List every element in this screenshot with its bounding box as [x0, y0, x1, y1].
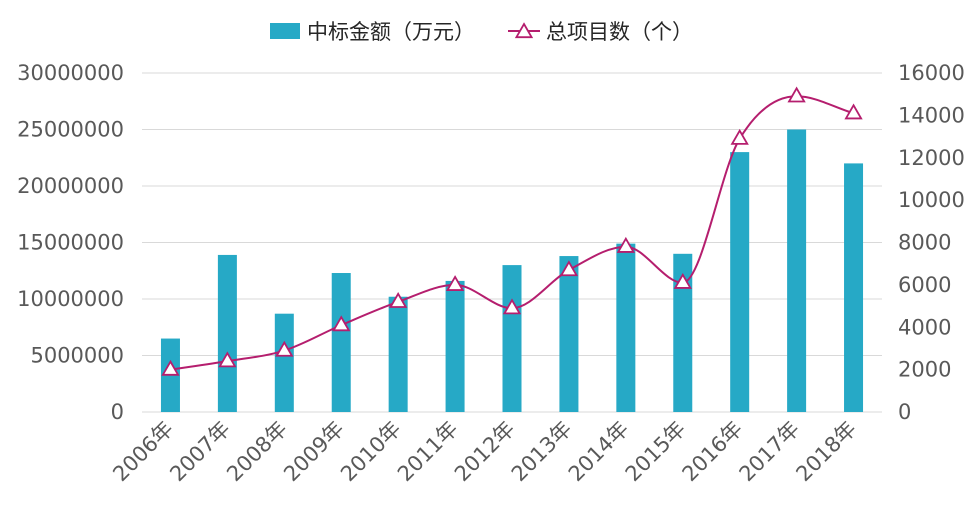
legend: 中标金额（万元） 总项目数（个）: [270, 20, 693, 44]
right-tick-label: 12000: [898, 146, 965, 170]
x-tick-label: 2009年: [279, 417, 349, 487]
line-marker: [388, 292, 408, 308]
bar: [787, 129, 807, 412]
bar: [502, 265, 522, 412]
bar: [730, 152, 750, 412]
left-tick-label: 30000000: [17, 61, 124, 85]
line-marker: [161, 359, 180, 376]
bar: [616, 243, 636, 412]
legend-bar-swatch: [270, 23, 300, 39]
line-marker: [730, 128, 749, 145]
x-tick-label: 2011年: [393, 417, 463, 487]
left-tick-label: 5000000: [30, 344, 124, 368]
line-marker: [445, 275, 465, 291]
x-tick-label: 2017年: [735, 417, 805, 487]
left-tick-label: 15000000: [17, 231, 124, 255]
bar: [673, 253, 693, 412]
x-tick-label: 2012年: [450, 417, 520, 487]
bar-series: [160, 129, 864, 412]
line-marker: [332, 315, 351, 332]
x-tick-label: 2007年: [165, 417, 235, 487]
legend-line-label: 总项目数（个）: [546, 20, 693, 44]
bar: [274, 313, 294, 412]
x-tick-label: 2010年: [336, 417, 406, 487]
legend-line-marker: [514, 22, 534, 39]
line-marker: [787, 86, 806, 103]
line-marker: [218, 351, 237, 368]
x-tick-label: 2014年: [564, 417, 634, 487]
right-tick-label: 10000: [898, 188, 965, 212]
x-tick-label: 2018年: [791, 417, 861, 487]
x-tick-label: 2015年: [621, 417, 691, 487]
right-tick-label: 2000: [898, 358, 951, 382]
left-tick-label: 0: [111, 400, 124, 424]
right-tick-label: 6000: [898, 273, 951, 297]
line-marker: [673, 272, 692, 289]
right-tick-label: 4000: [898, 315, 951, 339]
bar: [388, 296, 408, 412]
legend-bar-label: 中标金额（万元）: [307, 20, 475, 44]
line-marker: [844, 103, 863, 120]
right-tick-label: 0: [898, 400, 911, 424]
left-axis-ticks: 0 5000000 10000000 15000000 20000000 25000000…: [17, 61, 124, 424]
right-axis-ticks: 0 2000 4000 6000 8000 10000 12000 14000 16000: [898, 61, 965, 424]
x-tick-label: 2008年: [222, 417, 292, 487]
bar: [445, 280, 465, 412]
line-series-markers: [161, 86, 863, 376]
line-marker: [616, 236, 636, 253]
line-marker: [559, 260, 579, 277]
x-axis-ticks: 2006年2007年2008年2009年2010年2011年2012年2013年…: [108, 417, 861, 487]
right-tick-label: 8000: [898, 231, 951, 255]
line-marker: [275, 340, 294, 357]
right-tick-label: 14000: [898, 103, 965, 127]
bar: [844, 163, 864, 412]
x-tick-label: 2016年: [678, 417, 748, 487]
bar: [217, 254, 237, 412]
x-tick-label: 2006年: [108, 417, 178, 487]
x-tick-label: 2013年: [507, 417, 577, 487]
right-tick-label: 16000: [898, 61, 965, 85]
left-tick-label: 20000000: [17, 174, 124, 198]
bar: [559, 256, 579, 412]
left-tick-label: 25000000: [17, 118, 124, 142]
bar: [331, 273, 351, 412]
line-marker: [502, 298, 522, 315]
left-tick-label: 10000000: [17, 287, 124, 311]
